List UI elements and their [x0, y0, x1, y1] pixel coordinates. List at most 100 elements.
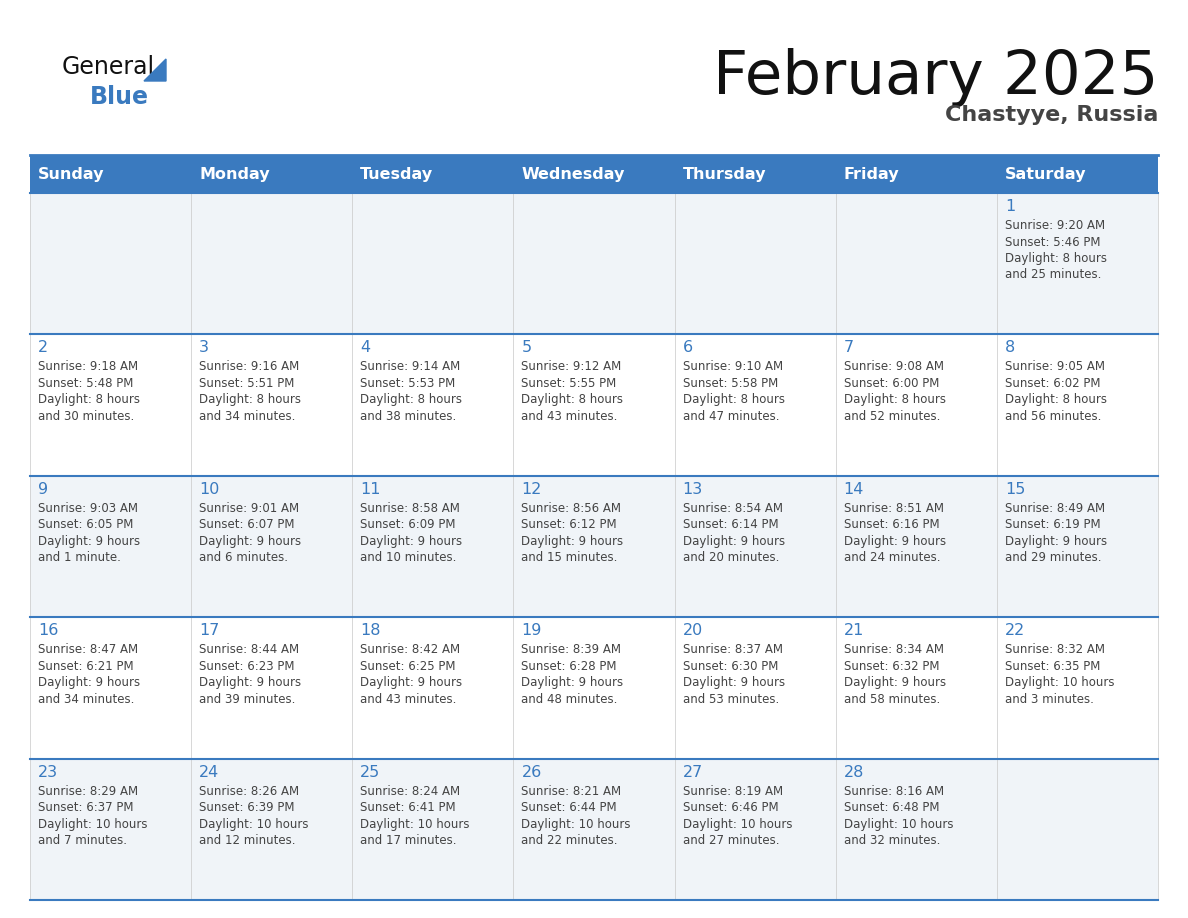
Text: Sunset: 6:16 PM: Sunset: 6:16 PM [843, 519, 940, 532]
Bar [835, 758, 997, 900]
Text: Sunrise: 9:20 AM: Sunrise: 9:20 AM [1005, 219, 1105, 232]
Bar [997, 617, 1158, 758]
Text: and 47 minutes.: and 47 minutes. [683, 410, 779, 423]
Text: Daylight: 9 hours: Daylight: 9 hours [683, 677, 785, 689]
Text: Sunrise: 9:12 AM: Sunrise: 9:12 AM [522, 361, 621, 374]
Text: Sunrise: 9:05 AM: Sunrise: 9:05 AM [1005, 361, 1105, 374]
Text: Tuesday: Tuesday [360, 166, 434, 182]
Bar [191, 617, 353, 758]
Text: Daylight: 10 hours: Daylight: 10 hours [843, 818, 953, 831]
Text: 27: 27 [683, 765, 703, 779]
Text: 22: 22 [1005, 623, 1025, 638]
Text: Daylight: 9 hours: Daylight: 9 hours [38, 535, 140, 548]
Text: Sunrise: 9:03 AM: Sunrise: 9:03 AM [38, 502, 138, 515]
Text: Sunrise: 8:54 AM: Sunrise: 8:54 AM [683, 502, 783, 515]
Text: Daylight: 9 hours: Daylight: 9 hours [200, 677, 302, 689]
Text: Sunset: 5:48 PM: Sunset: 5:48 PM [38, 377, 133, 390]
Text: 25: 25 [360, 765, 380, 779]
Text: 19: 19 [522, 623, 542, 638]
Text: Sunset: 6:32 PM: Sunset: 6:32 PM [843, 660, 940, 673]
Text: Sunset: 6:25 PM: Sunset: 6:25 PM [360, 660, 456, 673]
Bar [675, 758, 835, 900]
Text: Daylight: 9 hours: Daylight: 9 hours [360, 535, 462, 548]
Text: Sunrise: 9:10 AM: Sunrise: 9:10 AM [683, 361, 783, 374]
Bar [30, 155, 1158, 193]
Polygon shape [144, 59, 166, 81]
Text: Monday: Monday [200, 166, 270, 182]
Text: Sunset: 6:37 PM: Sunset: 6:37 PM [38, 801, 133, 814]
Bar [835, 334, 997, 476]
Text: Daylight: 9 hours: Daylight: 9 hours [38, 677, 140, 689]
Text: Sunset: 5:46 PM: Sunset: 5:46 PM [1005, 236, 1100, 249]
Text: 28: 28 [843, 765, 864, 779]
Text: and 43 minutes.: and 43 minutes. [522, 410, 618, 423]
Bar [191, 476, 353, 617]
Bar [30, 476, 191, 617]
Text: Sunset: 6:05 PM: Sunset: 6:05 PM [38, 519, 133, 532]
Text: and 29 minutes.: and 29 minutes. [1005, 552, 1101, 565]
Text: Sunrise: 8:58 AM: Sunrise: 8:58 AM [360, 502, 460, 515]
Text: Sunset: 6:00 PM: Sunset: 6:00 PM [843, 377, 939, 390]
Text: Sunrise: 8:26 AM: Sunrise: 8:26 AM [200, 785, 299, 798]
Text: Sunset: 5:53 PM: Sunset: 5:53 PM [360, 377, 455, 390]
Text: and 17 minutes.: and 17 minutes. [360, 834, 456, 847]
Bar [30, 193, 191, 334]
Bar [353, 334, 513, 476]
Text: and 53 minutes.: and 53 minutes. [683, 693, 779, 706]
Text: Sunrise: 9:16 AM: Sunrise: 9:16 AM [200, 361, 299, 374]
Bar [513, 193, 675, 334]
Text: Daylight: 10 hours: Daylight: 10 hours [1005, 677, 1114, 689]
Text: 20: 20 [683, 623, 703, 638]
Text: Daylight: 9 hours: Daylight: 9 hours [843, 535, 946, 548]
Text: 3: 3 [200, 341, 209, 355]
Bar [353, 758, 513, 900]
Text: 5: 5 [522, 341, 531, 355]
Text: 21: 21 [843, 623, 864, 638]
Text: Saturday: Saturday [1005, 166, 1086, 182]
Text: Sunrise: 8:34 AM: Sunrise: 8:34 AM [843, 644, 943, 656]
Text: 17: 17 [200, 623, 220, 638]
Text: Sunset: 5:51 PM: Sunset: 5:51 PM [200, 377, 295, 390]
Text: and 30 minutes.: and 30 minutes. [38, 410, 134, 423]
Text: Sunset: 5:55 PM: Sunset: 5:55 PM [522, 377, 617, 390]
Bar [30, 617, 191, 758]
Text: 7: 7 [843, 341, 854, 355]
Text: and 20 minutes.: and 20 minutes. [683, 552, 779, 565]
Text: and 39 minutes.: and 39 minutes. [200, 693, 296, 706]
Text: Sunset: 6:39 PM: Sunset: 6:39 PM [200, 801, 295, 814]
Bar [835, 476, 997, 617]
Bar [997, 758, 1158, 900]
Text: Sunrise: 8:44 AM: Sunrise: 8:44 AM [200, 644, 299, 656]
Text: Blue: Blue [90, 85, 148, 109]
Text: Sunrise: 8:56 AM: Sunrise: 8:56 AM [522, 502, 621, 515]
Text: and 24 minutes.: and 24 minutes. [843, 552, 940, 565]
Bar [835, 193, 997, 334]
Text: and 12 minutes.: and 12 minutes. [200, 834, 296, 847]
Text: and 1 minute.: and 1 minute. [38, 552, 121, 565]
Text: and 25 minutes.: and 25 minutes. [1005, 268, 1101, 282]
Text: and 34 minutes.: and 34 minutes. [200, 410, 296, 423]
Bar [353, 476, 513, 617]
Bar [513, 617, 675, 758]
Text: and 22 minutes.: and 22 minutes. [522, 834, 618, 847]
Bar [30, 758, 191, 900]
Bar [997, 193, 1158, 334]
Text: and 34 minutes.: and 34 minutes. [38, 693, 134, 706]
Bar [191, 193, 353, 334]
Text: Sunrise: 9:14 AM: Sunrise: 9:14 AM [360, 361, 461, 374]
Bar [675, 617, 835, 758]
Text: Daylight: 10 hours: Daylight: 10 hours [522, 818, 631, 831]
Bar [997, 476, 1158, 617]
Text: 8: 8 [1005, 341, 1015, 355]
Text: Daylight: 8 hours: Daylight: 8 hours [683, 394, 784, 407]
Text: and 58 minutes.: and 58 minutes. [843, 693, 940, 706]
Text: Daylight: 8 hours: Daylight: 8 hours [522, 394, 624, 407]
Text: 13: 13 [683, 482, 703, 497]
Text: Sunset: 6:44 PM: Sunset: 6:44 PM [522, 801, 617, 814]
Text: 11: 11 [360, 482, 381, 497]
Text: Sunset: 6:19 PM: Sunset: 6:19 PM [1005, 519, 1100, 532]
Text: Sunrise: 8:42 AM: Sunrise: 8:42 AM [360, 644, 461, 656]
Text: Daylight: 8 hours: Daylight: 8 hours [38, 394, 140, 407]
Text: Daylight: 8 hours: Daylight: 8 hours [200, 394, 301, 407]
Text: Sunrise: 8:16 AM: Sunrise: 8:16 AM [843, 785, 943, 798]
